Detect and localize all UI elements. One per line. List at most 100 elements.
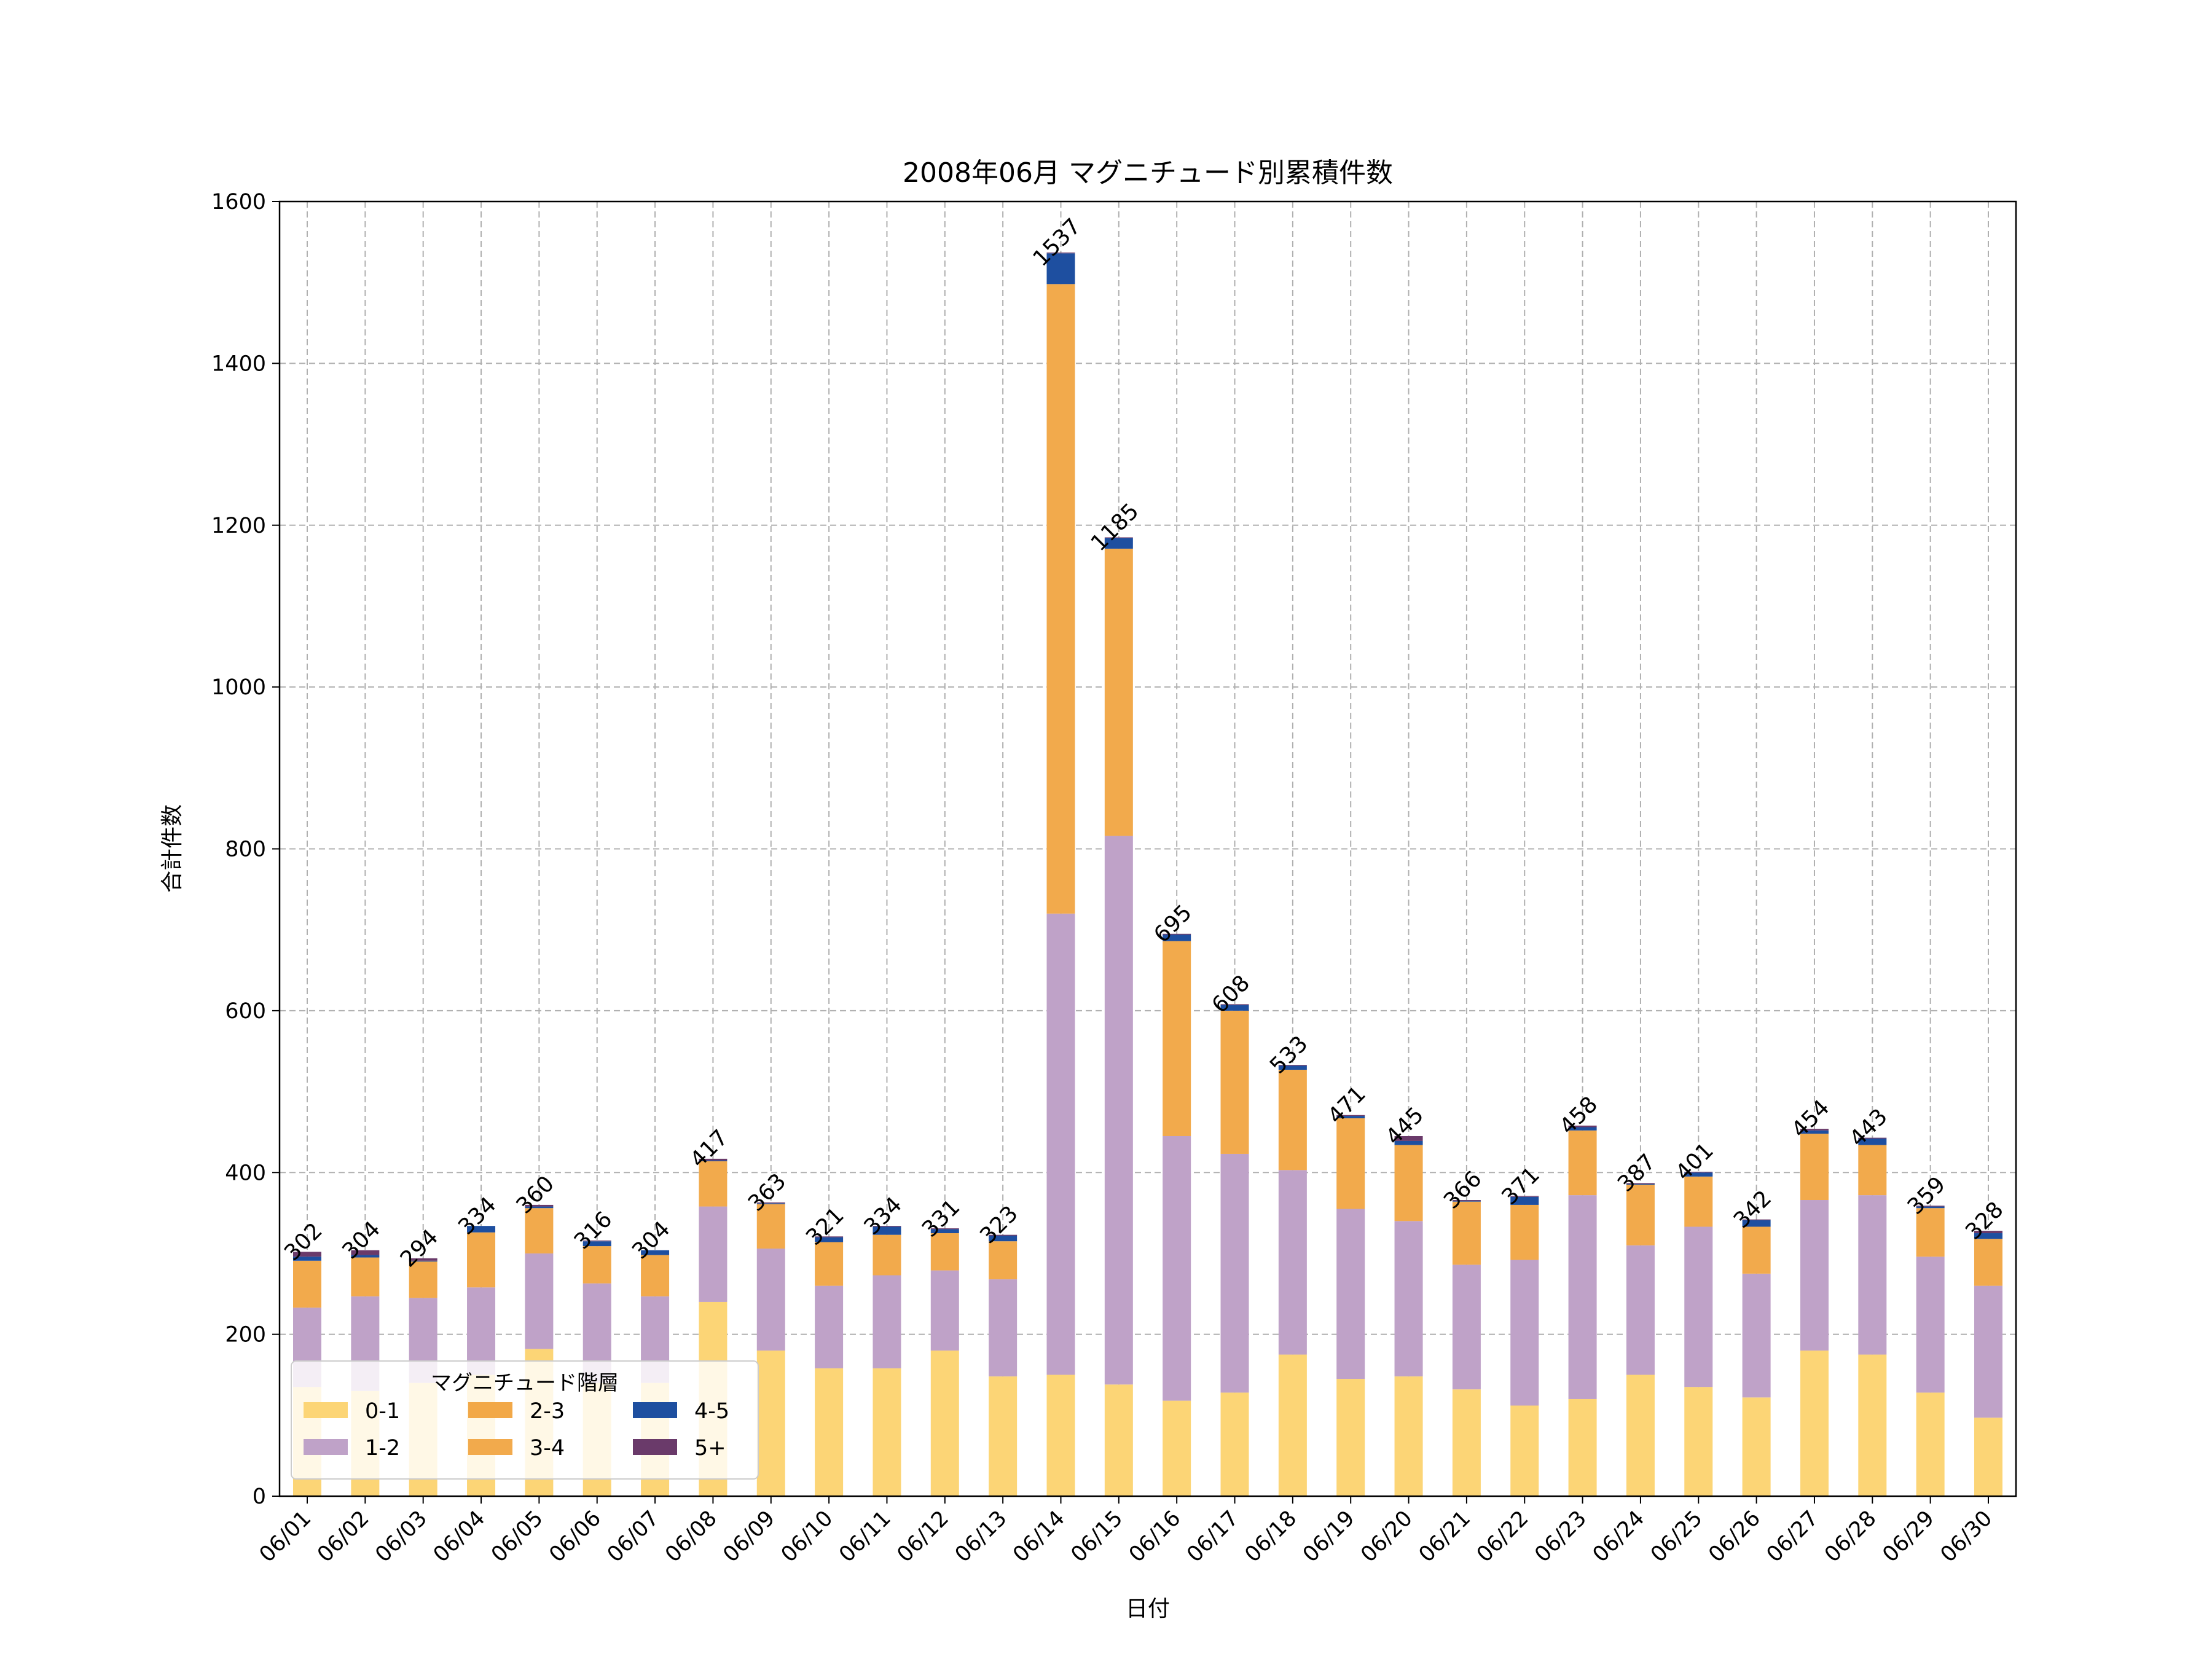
bar-segment-3-4 (1510, 1204, 1539, 1260)
bar-segment-0-1 (1626, 1375, 1655, 1496)
legend-swatch-3-4 (468, 1439, 512, 1455)
bar-segment-3-4 (467, 1232, 496, 1288)
bar-segment-3-4 (1684, 1176, 1713, 1227)
bar-segment-4-5 (1510, 1196, 1539, 1205)
bar-segment-4-5 (699, 1160, 728, 1161)
bar-segment-1-2 (1336, 1209, 1365, 1379)
bar-segment-3-4 (1742, 1226, 1771, 1274)
bar-segment-0-1 (1220, 1392, 1249, 1496)
bar-segment-3-4 (1104, 548, 1133, 836)
bar-segment-3-4 (699, 1161, 728, 1207)
y-axis: 0 200 400 600 800 1000 1200 1400 1600 (211, 190, 280, 1509)
legend-title: マグニチュード階層 (431, 1371, 619, 1395)
bar-segment-0-1 (1163, 1400, 1191, 1496)
bar-segment-1-2 (1568, 1195, 1597, 1399)
bar-segment-4-5 (1104, 538, 1133, 549)
bar-segment-0-1 (1046, 1375, 1075, 1496)
legend-swatch-5+ (633, 1439, 677, 1455)
bar-segment-4-5 (293, 1257, 321, 1261)
bar-segment-1-2 (1974, 1285, 2002, 1418)
bar-segment-1-2 (1800, 1200, 1829, 1351)
bar-segment-5+ (1163, 933, 1191, 935)
bar-segment-5+ (1394, 1135, 1423, 1141)
bar-segment-1-2 (1742, 1273, 1771, 1398)
bar-segment-1-2 (525, 1253, 554, 1349)
bar-segment-5+ (1220, 1004, 1249, 1005)
bar-segment-4-5 (873, 1226, 901, 1235)
bar-segment-3-4 (756, 1204, 785, 1249)
bar-segment-3-4 (1452, 1201, 1481, 1265)
bar-segment-1-2 (756, 1249, 785, 1351)
bar-segment-4-5 (1858, 1138, 1887, 1145)
bar-segment-4-5 (1046, 253, 1075, 284)
bar-segment-4-5 (1278, 1065, 1307, 1070)
bar-segment-5+ (1800, 1129, 1829, 1131)
chart-title: 2008年06月 マグニチュード別累積件数 (903, 157, 1393, 189)
bar-segment-4-5 (815, 1237, 844, 1242)
bar-segment-5+ (756, 1202, 785, 1204)
bar-segment-1-2 (1510, 1260, 1539, 1406)
bar-segment-3-4 (525, 1208, 554, 1253)
bar-segment-3-4 (1916, 1208, 1945, 1257)
bar-segment-0-1 (1336, 1379, 1365, 1496)
bar-segment-3-4 (409, 1261, 437, 1298)
bar-segment-3-4 (1800, 1134, 1829, 1201)
legend-swatch-1-2 (304, 1439, 348, 1455)
bar-segment-3-4 (989, 1241, 1018, 1280)
y-tick-label: 800 (225, 837, 266, 862)
bar-segment-3-4 (1163, 941, 1191, 1136)
bar-segment-4-5 (641, 1250, 670, 1255)
y-tick-label: 200 (225, 1323, 266, 1347)
bar-segment-4-5 (930, 1229, 959, 1234)
bar-segment-0-1 (1684, 1387, 1713, 1496)
bar-segment-1-2 (1104, 836, 1133, 1385)
bar-segment-3-4 (1220, 1010, 1249, 1154)
bar-segment-3-4 (1394, 1145, 1423, 1222)
bar-segment-0-1 (1916, 1392, 1945, 1496)
bar-segment-3-4 (1858, 1145, 1887, 1196)
bar-segment-4-5 (1800, 1130, 1829, 1134)
legend-label: 1-2 (365, 1436, 400, 1461)
bar-segment-5+ (989, 1234, 1018, 1236)
bar-segment-5+ (351, 1250, 380, 1255)
bar-segment-1-2 (1278, 1170, 1307, 1355)
bar-segment-3-4 (1336, 1118, 1365, 1209)
bar-segment-1-2 (1916, 1257, 1945, 1393)
bar-segment-0-1 (1452, 1389, 1481, 1496)
bar-segment-3-4 (351, 1257, 380, 1296)
legend-swatch-2-3 (468, 1402, 512, 1418)
bar-segment-4-5 (1916, 1206, 1945, 1209)
legend-label: 2-3 (530, 1399, 565, 1424)
bar-segment-5+ (1974, 1231, 2002, 1234)
bar-segment-4-5 (582, 1241, 611, 1247)
bar-segment-0-1 (1104, 1384, 1133, 1496)
bar-segment-5+ (525, 1204, 554, 1207)
bar-segment-0-1 (815, 1368, 844, 1496)
bar-segment-0-1 (1742, 1397, 1771, 1496)
bar-segment-4-5 (1568, 1127, 1597, 1131)
bar-segment-1-2 (1394, 1221, 1423, 1377)
y-tick-label: 600 (225, 999, 266, 1024)
bar-segment-3-4 (293, 1260, 321, 1308)
bar-segment-3-4 (873, 1234, 901, 1276)
y-tick-label: 1400 (211, 351, 266, 376)
bar-segment-4-5 (1684, 1172, 1713, 1177)
bar-segment-4-5 (1974, 1233, 2002, 1239)
bar-segment-0-1 (1278, 1354, 1307, 1496)
bar-segment-1-2 (1163, 1135, 1191, 1401)
bar-segment-5+ (1858, 1137, 1887, 1139)
bar-segment-1-2 (467, 1287, 496, 1375)
bar-segment-0-1 (1510, 1405, 1539, 1496)
bar-segment-5+ (1568, 1125, 1597, 1128)
bar-segment-1-2 (1626, 1245, 1655, 1375)
bar-segment-4-5 (1394, 1140, 1423, 1145)
bar-segment-3-4 (582, 1246, 611, 1284)
y-tick-label: 1600 (211, 190, 266, 214)
bar-segment-3-4 (1278, 1070, 1307, 1171)
x-axis-label: 日付 (1126, 1596, 1170, 1622)
bar-segment-1-2 (1452, 1265, 1481, 1390)
bar-segment-1-2 (873, 1275, 901, 1368)
bar-segment-1-2 (1858, 1195, 1887, 1355)
bar-segment-3-4 (1046, 284, 1075, 914)
bar-segment-1-2 (815, 1285, 844, 1368)
